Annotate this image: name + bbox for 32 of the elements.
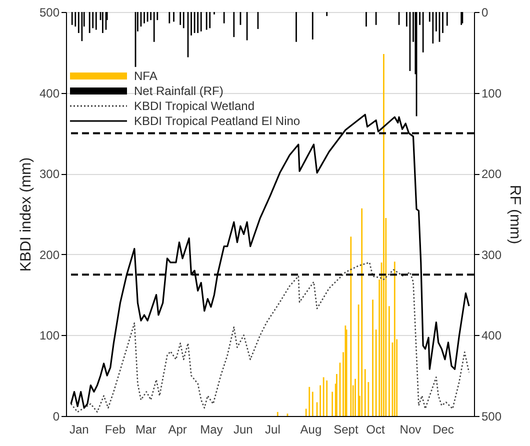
- line-series: [70, 114, 470, 409]
- y2-tick-label: 100: [482, 86, 502, 100]
- x-tick-label: Feb: [104, 422, 126, 436]
- y-tick-label: 400: [39, 86, 60, 100]
- y2-tick-label: 0: [482, 6, 488, 20]
- x-tick-label: Dec: [432, 422, 454, 436]
- y-tick-label: 100: [39, 328, 60, 343]
- y-tick-label: 300: [39, 167, 60, 182]
- y-tick-label: 0: [52, 410, 60, 424]
- x-tick-label: Jul: [265, 422, 280, 436]
- x-tick-label: Aug: [300, 422, 322, 436]
- x-tick-label: Jun: [233, 422, 253, 436]
- x-tick-label: Oct: [366, 422, 386, 436]
- legend-label: KBDI Tropical Peatland El Nino: [134, 114, 300, 128]
- line-series: [70, 262, 470, 413]
- x-tick-label: Sept: [334, 422, 359, 436]
- legend-label: NFA: [134, 69, 158, 83]
- y-axis-title: KBDI index (mm): [17, 157, 34, 272]
- x-tick-label: Jan: [69, 422, 89, 436]
- y2-tick-label: 400: [482, 328, 502, 343]
- x-tick-label: Apr: [168, 422, 187, 436]
- y2-tick-label: 300: [482, 248, 502, 262]
- x-tick-label: Nov: [400, 422, 422, 436]
- legend-label: Net Rainfall (RF): [134, 84, 224, 98]
- y2-axis-title: RF (mm): [506, 184, 524, 244]
- y-tick-label: 200: [39, 248, 60, 262]
- x-tick-label: May: [200, 422, 223, 436]
- y2-tick-label: 500: [482, 410, 502, 424]
- y-tick-label: 500: [39, 6, 60, 20]
- x-tick-label: Mar: [136, 422, 156, 436]
- legend-label: KBDI Tropical Wetland: [134, 99, 254, 113]
- y2-tick-label: 200: [482, 167, 502, 182]
